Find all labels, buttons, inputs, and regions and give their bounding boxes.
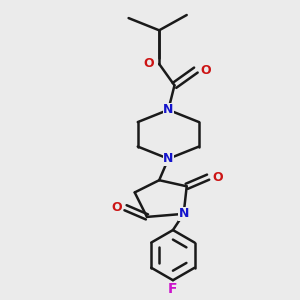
Text: N: N	[178, 207, 189, 220]
Text: O: O	[200, 64, 211, 76]
Text: N: N	[163, 103, 173, 116]
Text: O: O	[111, 201, 122, 214]
Text: O: O	[143, 58, 154, 70]
Text: F: F	[168, 282, 178, 296]
Text: O: O	[212, 171, 223, 184]
Text: N: N	[163, 152, 173, 165]
